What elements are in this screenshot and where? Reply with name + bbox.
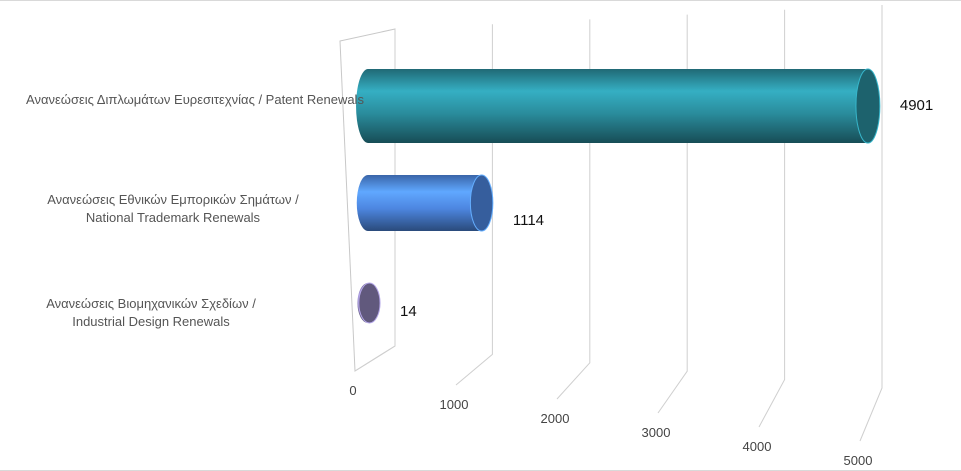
y-tick-label: Ανανεώσεις Διπλωμάτων Ευρεσιτεχνίας / Pa… [26, 92, 364, 107]
floor-front [355, 371, 860, 441]
x-tick-label: 1000 [440, 397, 469, 412]
bar-end-cap [358, 282, 381, 324]
x-tick-label: 2000 [541, 411, 570, 426]
bar-end-cap [855, 68, 881, 144]
y-tick-label: Ανανεώσεις Εθνικών Εμπορικών Σημάτων / N… [47, 192, 299, 225]
bar-end-cap [469, 174, 494, 232]
value-label: 1114 [513, 212, 544, 229]
y-tick-label: Ανανεώσεις Βιομηχανικών Σχεδίων / Indust… [46, 296, 256, 329]
bar [356, 175, 493, 231]
x-tick-label: 5000 [844, 453, 873, 468]
cylinder [357, 282, 381, 324]
x-tick-label: 4000 [743, 439, 772, 454]
value-label: 14 [400, 303, 417, 320]
cylinder [356, 174, 494, 232]
x-tick-label: 3000 [642, 425, 671, 440]
value-label: 4901 [900, 97, 933, 114]
cylinder [356, 68, 881, 144]
bar [356, 69, 880, 143]
grid-line [859, 5, 883, 442]
x-tick-label: 0 [349, 383, 356, 398]
